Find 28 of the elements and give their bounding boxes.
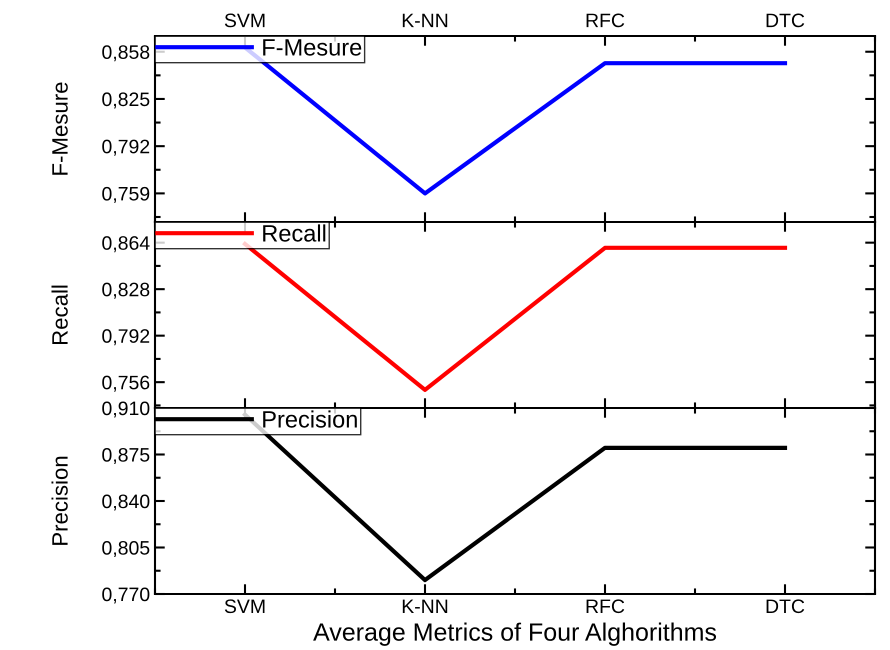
x-tick-label: RFC [586, 599, 624, 614]
y-tick-label: 0,840 [102, 494, 150, 511]
y-tick-label: 0,910 [102, 401, 150, 418]
y-axis-title: F-Mesure [52, 82, 68, 175]
x-axis-title: Average Metrics of Four Alghorithms [313, 622, 716, 646]
legend-label: Precision [263, 410, 357, 428]
y-tick-label: 0,756 [102, 376, 150, 392]
y-tick-label: 0,875 [102, 448, 150, 464]
y-tick-label: 0,792 [102, 140, 150, 156]
y-tick-label: 0,858 [102, 45, 150, 62]
x-tick-label: K-NN [402, 600, 448, 613]
y-tick-label: 0,792 [102, 329, 150, 346]
x-tick-label: RFC [586, 14, 624, 28]
x-tick-label: DTC [766, 599, 804, 614]
y-axis-title: Precision [51, 456, 68, 545]
x-tick-label: DTC [766, 14, 804, 28]
y-tick-label: 0,805 [102, 540, 150, 558]
y-tick-label: 0,864 [102, 236, 150, 252]
y-tick-label: 0,759 [102, 186, 150, 203]
y-tick-label: 0,825 [102, 92, 150, 108]
legend-label: F-Mesure [263, 39, 362, 56]
y-axis-title: Recall [51, 286, 68, 344]
x-tick-label: SVM [224, 599, 264, 614]
y-tick-label: 0,770 [102, 587, 150, 604]
x-tick-label: SVM [224, 14, 264, 28]
y-tick-label: 0,828 [102, 282, 150, 299]
x-tick-label: K-NN [402, 14, 448, 28]
legend-label: Recall [263, 224, 326, 242]
